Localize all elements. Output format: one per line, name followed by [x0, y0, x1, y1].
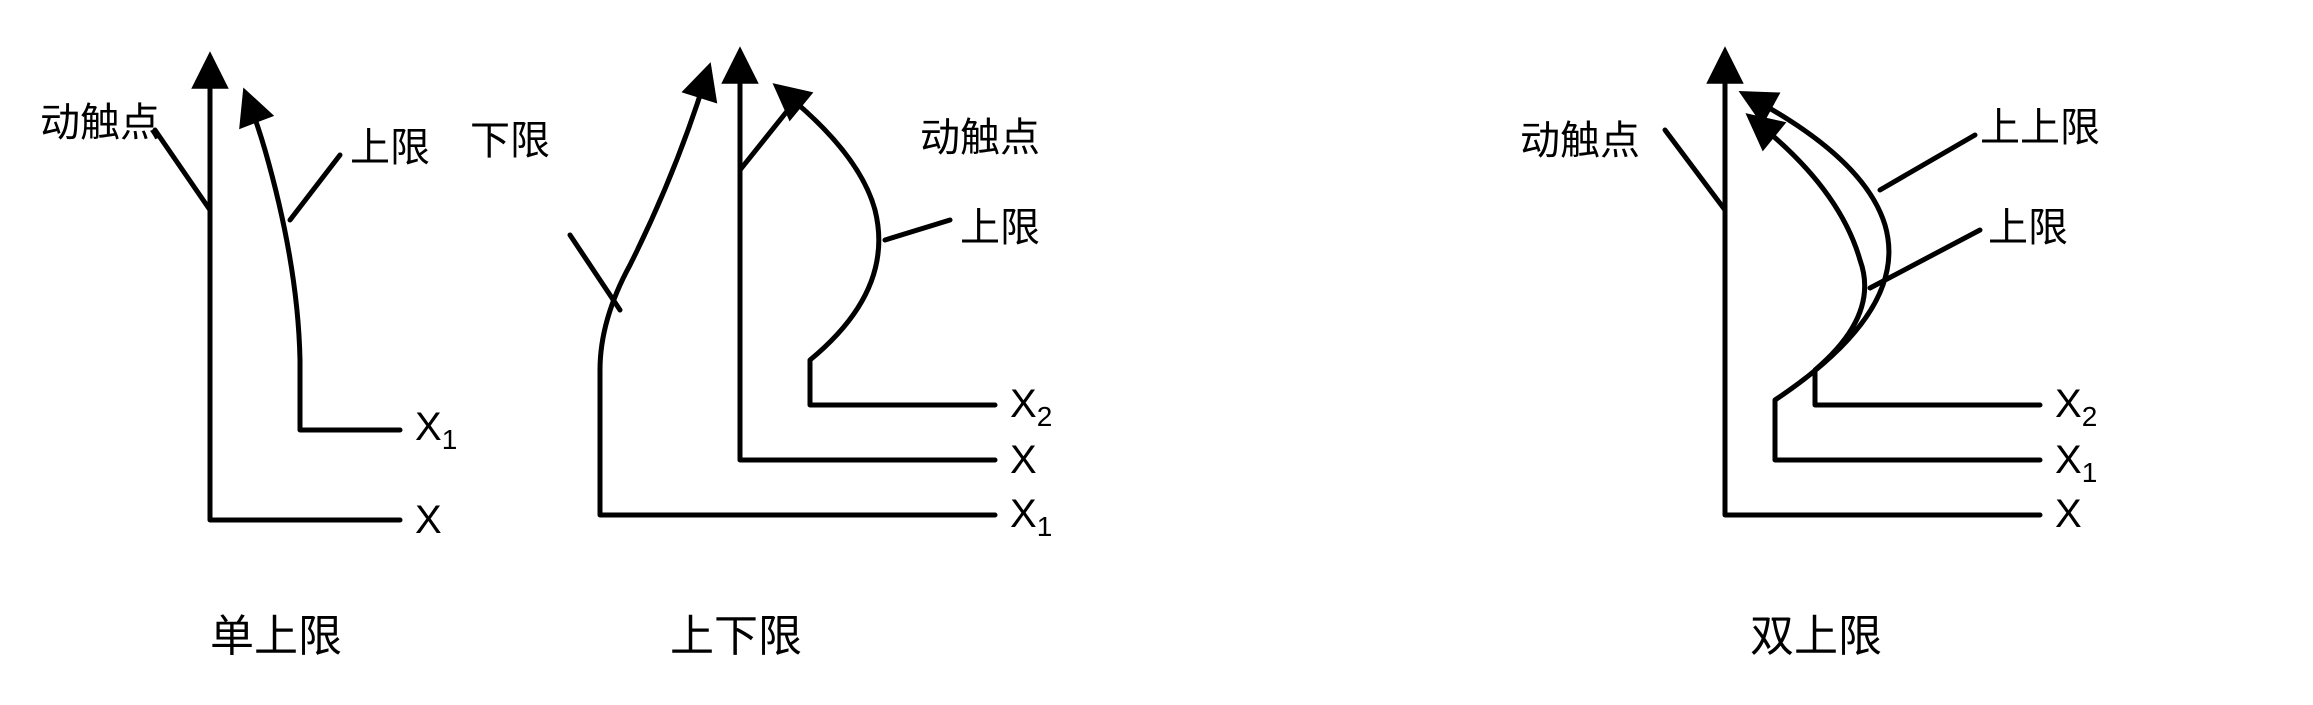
label-x2: X2	[2055, 382, 2097, 433]
label-moving-contact: 动触点	[40, 90, 160, 148]
label-x: X	[1010, 438, 1037, 483]
label-upper-upper-limit: 上上限	[1980, 95, 2100, 153]
moving-contact-branch	[155, 130, 210, 210]
label-x1: X1	[415, 405, 457, 456]
moving-contact-branch	[740, 95, 800, 170]
caption-upper-lower: 上下限	[670, 600, 802, 664]
diagram-double-upper: 动触点 上上限 上限 X2 X1 X 双上限	[1580, 60, 2140, 640]
canvas: 动触点 上限 X1 X 单上限	[0, 0, 2313, 705]
diagram-single-upper: 动触点 上限 X1 X 单上限	[40, 60, 500, 640]
label-x2: X2	[1010, 382, 1052, 433]
label-moving-contact: 动触点	[920, 105, 1040, 163]
caption-double-upper: 双上限	[1750, 600, 1882, 664]
label-upper-limit: 上限	[1988, 195, 2068, 253]
label-x1: X1	[2055, 438, 2097, 489]
label-x1: X1	[1010, 492, 1052, 543]
label-upper-limit: 上限	[960, 195, 1040, 253]
diagram-upper-lower: 下限 动触点 上限 X2 X X1 上下限	[540, 60, 1100, 640]
lower-limit-branch	[570, 235, 620, 310]
caption-single-upper: 单上限	[210, 600, 342, 664]
label-x: X	[2055, 492, 2082, 537]
upper-limit-branch	[290, 155, 340, 220]
label-moving-contact: 动触点	[1520, 108, 1640, 166]
label-x: X	[415, 498, 442, 543]
label-upper-limit: 上限	[350, 115, 430, 173]
upper-upper-leader	[1880, 135, 1975, 190]
moving-contact-branch	[1665, 130, 1725, 210]
label-lower-limit: 下限	[470, 108, 550, 166]
x2-upper-path	[1760, 125, 2040, 405]
upper-limit-branch	[885, 220, 950, 240]
